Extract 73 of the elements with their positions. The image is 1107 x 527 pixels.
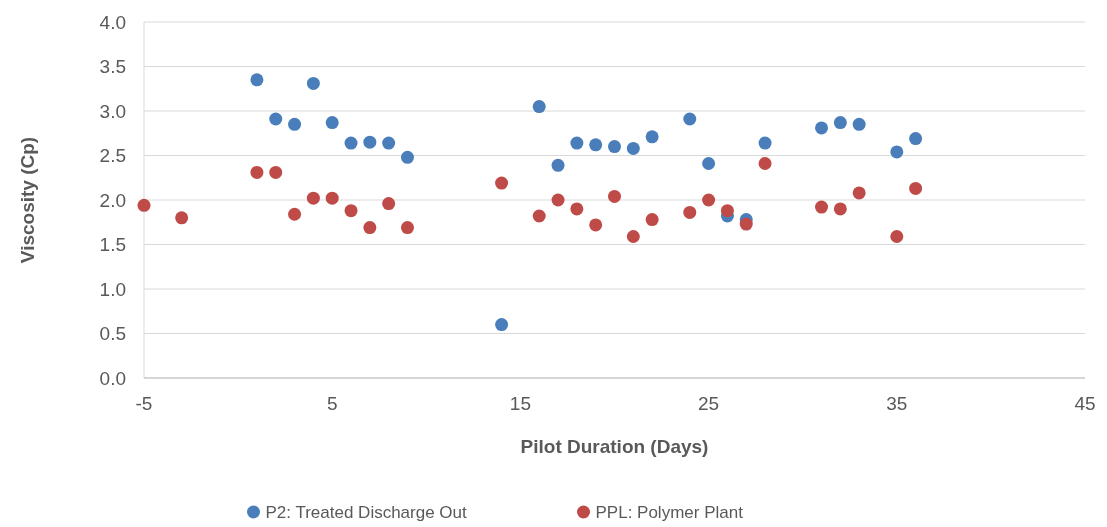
y-tick-label: 1.0 (99, 278, 126, 300)
point (815, 121, 829, 135)
point (250, 73, 264, 87)
x-tick-label: 5 (326, 393, 338, 414)
y-tick-label: 1.5 (99, 234, 126, 256)
point (608, 189, 621, 203)
point (702, 193, 716, 207)
point (720, 204, 734, 218)
y-tick-label: 3.5 (99, 56, 126, 78)
x-tick-label: 45 (1074, 393, 1096, 414)
x-tick-label: 35 (886, 393, 908, 414)
y-tick-label: 3.0 (99, 100, 126, 122)
point (363, 135, 377, 149)
y-tick-label: 0.0 (99, 367, 126, 389)
point (551, 158, 565, 172)
point (852, 117, 866, 131)
point (288, 207, 302, 221)
point (306, 191, 320, 205)
point (532, 209, 546, 223)
y-tick-label: 4.0 (99, 11, 126, 33)
point (890, 145, 904, 159)
point (683, 205, 697, 219)
y-tick-label: 2.5 (99, 145, 126, 167)
point (344, 204, 358, 218)
point (175, 211, 189, 225)
x-tick-label: 25 (698, 393, 720, 414)
point (570, 202, 584, 216)
point (325, 191, 339, 205)
point (758, 136, 772, 150)
point (570, 136, 584, 150)
point (250, 165, 264, 179)
point (833, 202, 847, 216)
point (400, 221, 414, 235)
point (645, 130, 659, 144)
point (363, 221, 377, 235)
point (833, 116, 847, 130)
legend-label: PPL: Polymer Plant (595, 502, 744, 522)
y-tick-label: 2.0 (99, 189, 126, 211)
point (344, 136, 358, 150)
y-tick-label: 0.5 (99, 323, 126, 345)
point (683, 112, 697, 126)
legend-label: P2: Treated Discharge Out (265, 502, 468, 522)
point (269, 112, 283, 126)
point (626, 141, 640, 155)
point (269, 165, 283, 179)
point (702, 157, 716, 171)
point (325, 116, 339, 130)
point (306, 76, 320, 90)
point (626, 229, 640, 243)
point (288, 117, 302, 131)
point (382, 136, 396, 150)
point (382, 197, 396, 211)
x-tick-label: 15 (509, 393, 531, 414)
point (400, 150, 414, 164)
point (758, 157, 772, 171)
point (608, 140, 621, 154)
point (815, 200, 829, 214)
point (532, 100, 546, 114)
point (645, 213, 659, 227)
point (551, 193, 565, 207)
point (890, 229, 904, 243)
point (495, 176, 509, 190)
point (909, 181, 923, 195)
point (137, 198, 151, 212)
point (495, 318, 509, 332)
x-tick-label: -5 (135, 393, 153, 414)
y-axis-title: Viscosity (Cp) (17, 136, 38, 264)
point (589, 138, 603, 152)
point (909, 132, 923, 146)
point (739, 217, 753, 231)
point (852, 186, 866, 200)
point (589, 218, 603, 232)
x-axis-title: Pilot Duration (Days) (520, 436, 709, 457)
